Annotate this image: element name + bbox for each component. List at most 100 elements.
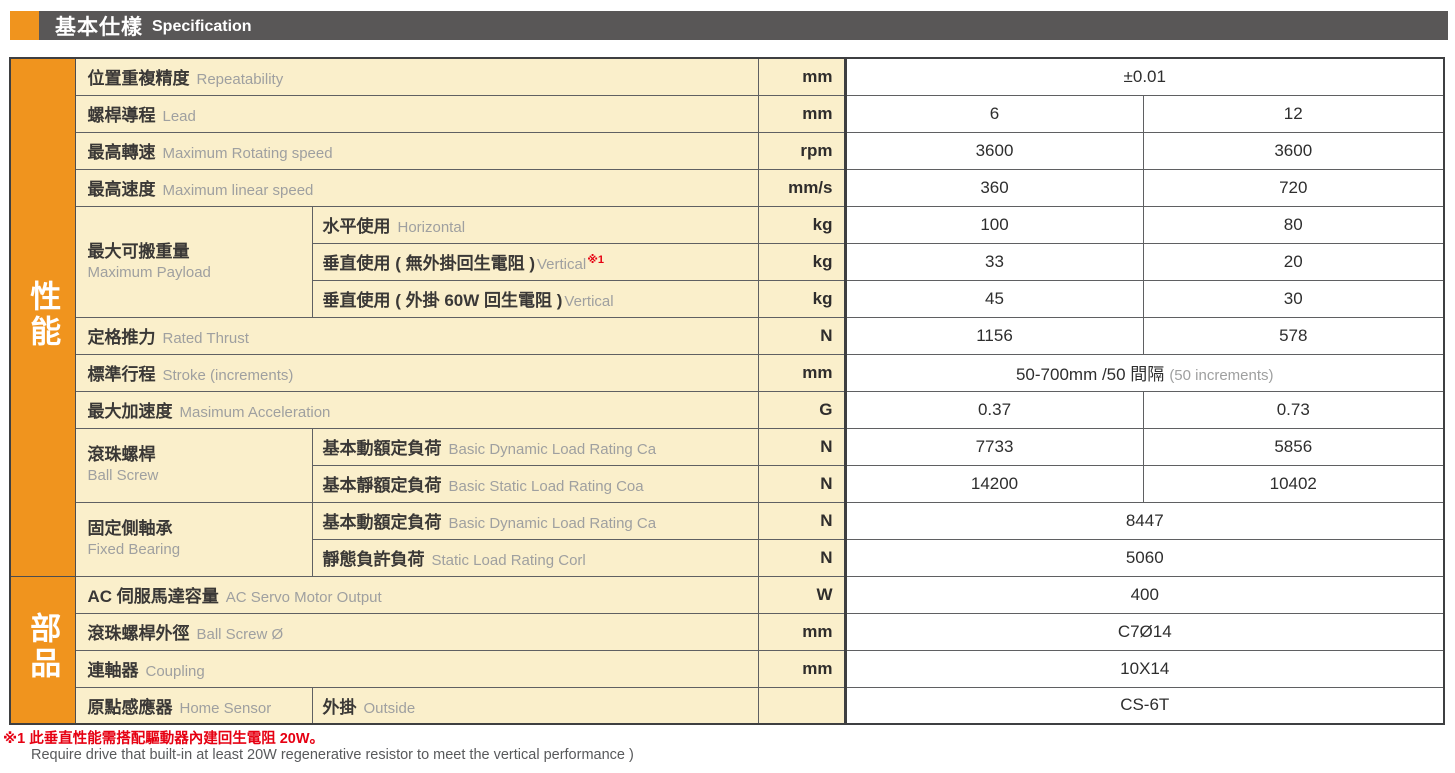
unit-cell: mm	[757, 57, 847, 96]
section-parts-label: 部品	[25, 612, 61, 683]
row-lead: 螺桿導程 Lead mm 6 12	[10, 94, 1445, 133]
row-servo-output: 部品 AC 伺服馬達容量 AC Servo Motor Output W 400	[9, 575, 1445, 725]
accent-square-icon	[10, 11, 39, 40]
value-cell: 3600	[1142, 131, 1445, 170]
value-cell: C7Ø14	[844, 612, 1445, 651]
unit-cell: mm	[757, 649, 847, 688]
row-label: 最大加速度 Masimum Acceleration	[74, 390, 759, 429]
value-cell: ±0.01	[844, 57, 1445, 96]
value-cell: 80	[1142, 205, 1445, 244]
value-cell: 0.73	[1142, 390, 1445, 429]
section-parts: 部品	[9, 575, 76, 725]
unit-cell: mm/s	[757, 168, 847, 207]
unit-cell: kg	[757, 242, 847, 281]
sub-label: 垂直使用 ( 外掛 60W 回生電阻 ) Vertical	[311, 279, 759, 318]
value-cell: 5060	[844, 538, 1445, 577]
unit-cell: mm	[757, 94, 847, 133]
value-cell: 1156	[844, 316, 1144, 355]
value-cell: 30	[1142, 279, 1445, 318]
footnote-ref: ※1	[587, 253, 605, 266]
row-label: AC 伺服馬達容量 AC Servo Motor Output	[74, 575, 759, 614]
value-note: (50 increments)	[1169, 367, 1274, 384]
row-label: 最高轉速 Maximum Rotating speed	[74, 131, 759, 170]
unit-cell: W	[757, 575, 847, 614]
row-max-linear-speed: 最高速度 Maximum linear speed mm/s 360 720	[10, 168, 1445, 207]
row-fixed-bearing-dynamic: 固定側軸承 Fixed Bearing 基本動額定負荷 Basic Dynamic …	[10, 501, 1445, 577]
sub-label: 基本動額定負荷 Basic Dynamic Load Rating Ca	[311, 501, 759, 540]
value-cell: 10402	[1142, 464, 1445, 503]
unit-cell: kg	[757, 205, 847, 244]
value-cell: 5856	[1142, 427, 1445, 466]
value-cell: 12	[1142, 94, 1445, 133]
value-cell: 50-700mm /50 間隔 (50 increments)	[844, 353, 1445, 392]
value-cell: 360	[844, 168, 1144, 207]
group-label-ball-screw: 滾珠螺桿 Ball Screw	[74, 427, 313, 503]
row-payload-horizontal: 最大可搬重量 Maximum Payload 水平使用 Horizontal kg …	[10, 205, 1445, 318]
sub-label: 基本靜額定負荷 Basic Static Load Rating Coa	[311, 464, 759, 503]
unit-cell: G	[757, 390, 847, 429]
value-cell: 400	[844, 575, 1445, 614]
section-performance: 性能	[9, 57, 76, 577]
unit-cell: N	[757, 538, 847, 577]
row-label: 連軸器 Coupling	[74, 649, 759, 688]
value-cell: 8447	[844, 501, 1445, 540]
value-cell: CS-6T	[844, 686, 1445, 725]
value-cell: 20	[1142, 242, 1445, 281]
row-payload-vertical-60w: 垂直使用 ( 外掛 60W 回生電阻 ) Vertical kg 45 30	[10, 279, 1445, 318]
row-fixed-bearing-static: 靜態負許負荷 Static Load Rating Corl N 5060	[10, 538, 1445, 577]
page-title-zh: 基本仕樣	[55, 15, 143, 39]
section-performance-label: 性能	[25, 279, 61, 350]
unit-cell: mm	[757, 353, 847, 392]
sub-label: 外掛 Outside	[311, 686, 759, 725]
row-max-acceleration: 最大加速度 Masimum Acceleration G 0.37 0.73	[10, 390, 1445, 429]
footnote-zh: ※1 此垂直性能需搭配驅動器內建回生電阻 20W。	[3, 731, 325, 747]
row-label: 原點感應器 Home Sensor	[74, 686, 313, 725]
value-cell: 33	[844, 242, 1144, 281]
row-repeatability: 性能 位置重複精度 Repeatability mm ±0.01	[9, 57, 1445, 577]
row-stroke: 標準行程 Stroke (increments) mm 50-700mm /50 …	[10, 353, 1445, 392]
row-label: 螺桿導程 Lead	[74, 94, 759, 133]
sub-label: 靜態負許負荷 Static Load Rating Corl	[311, 538, 759, 577]
value-cell: 6	[844, 94, 1144, 133]
unit-cell: kg	[757, 279, 847, 318]
row-label: 位置重複精度 Repeatability	[74, 57, 759, 96]
unit-cell: N	[757, 501, 847, 540]
page-title-en: Specification	[152, 17, 252, 35]
section-header: 基本仕樣 Specification	[10, 11, 1448, 40]
row-label: 定格推力 Rated Thrust	[74, 316, 759, 355]
value-cell: 720	[1142, 168, 1445, 207]
group-label-payload: 最大可搬重量 Maximum Payload	[74, 205, 313, 318]
row-rated-thrust: 定格推力 Rated Thrust N 1156 578	[10, 316, 1445, 355]
row-ball-screw-od: 滾珠螺桿外徑 Ball Screw Ø mm C7Ø14	[10, 612, 1445, 651]
row-payload-vertical-no-resistor: 垂直使用 ( 無外掛回生電阻 ) Vertical※1 kg 33 20	[10, 242, 1445, 281]
row-home-sensor: 原點感應器 Home Sensor 外掛 Outside CS-6T	[10, 686, 1445, 725]
unit-cell: N	[757, 464, 847, 503]
row-label: 滾珠螺桿外徑 Ball Screw Ø	[74, 612, 759, 651]
header-bar: 基本仕樣 Specification	[39, 11, 1448, 40]
value-cell: 3600	[844, 131, 1144, 170]
value-cell: 100	[844, 205, 1144, 244]
unit-cell: rpm	[757, 131, 847, 170]
sub-label: 水平使用 Horizontal	[311, 205, 759, 244]
row-max-rotating-speed: 最高轉速 Maximum Rotating speed rpm 3600 3600	[10, 131, 1445, 170]
value-cell: 0.37	[844, 390, 1144, 429]
row-ball-screw-static: 基本靜額定負荷 Basic Static Load Rating Coa N 14…	[10, 464, 1445, 503]
specification-table: 性能 位置重複精度 Repeatability mm ±0.01 螺桿導程 Lead…	[9, 57, 1445, 725]
value-cell: 7733	[844, 427, 1144, 466]
row-label: 最高速度 Maximum linear speed	[74, 168, 759, 207]
value-cell: 45	[844, 279, 1144, 318]
value-cell: 14200	[844, 464, 1144, 503]
footnote-en: Require drive that built-in at least 20W…	[31, 747, 634, 763]
unit-cell	[757, 686, 847, 725]
row-label: 標準行程 Stroke (increments)	[74, 353, 759, 392]
group-label-fixed-bearing: 固定側軸承 Fixed Bearing	[74, 501, 313, 577]
value-cell: 10X14	[844, 649, 1445, 688]
row-coupling: 連軸器 Coupling mm 10X14	[10, 649, 1445, 688]
sub-label: 基本動額定負荷 Basic Dynamic Load Rating Ca	[311, 427, 759, 466]
sub-label: 垂直使用 ( 無外掛回生電阻 ) Vertical※1	[311, 242, 759, 281]
unit-cell: N	[757, 427, 847, 466]
unit-cell: mm	[757, 612, 847, 651]
unit-cell: N	[757, 316, 847, 355]
value-cell: 578	[1142, 316, 1445, 355]
row-ball-screw-dynamic: 滾珠螺桿 Ball Screw 基本動額定負荷 Basic Dynamic Load…	[10, 427, 1445, 503]
